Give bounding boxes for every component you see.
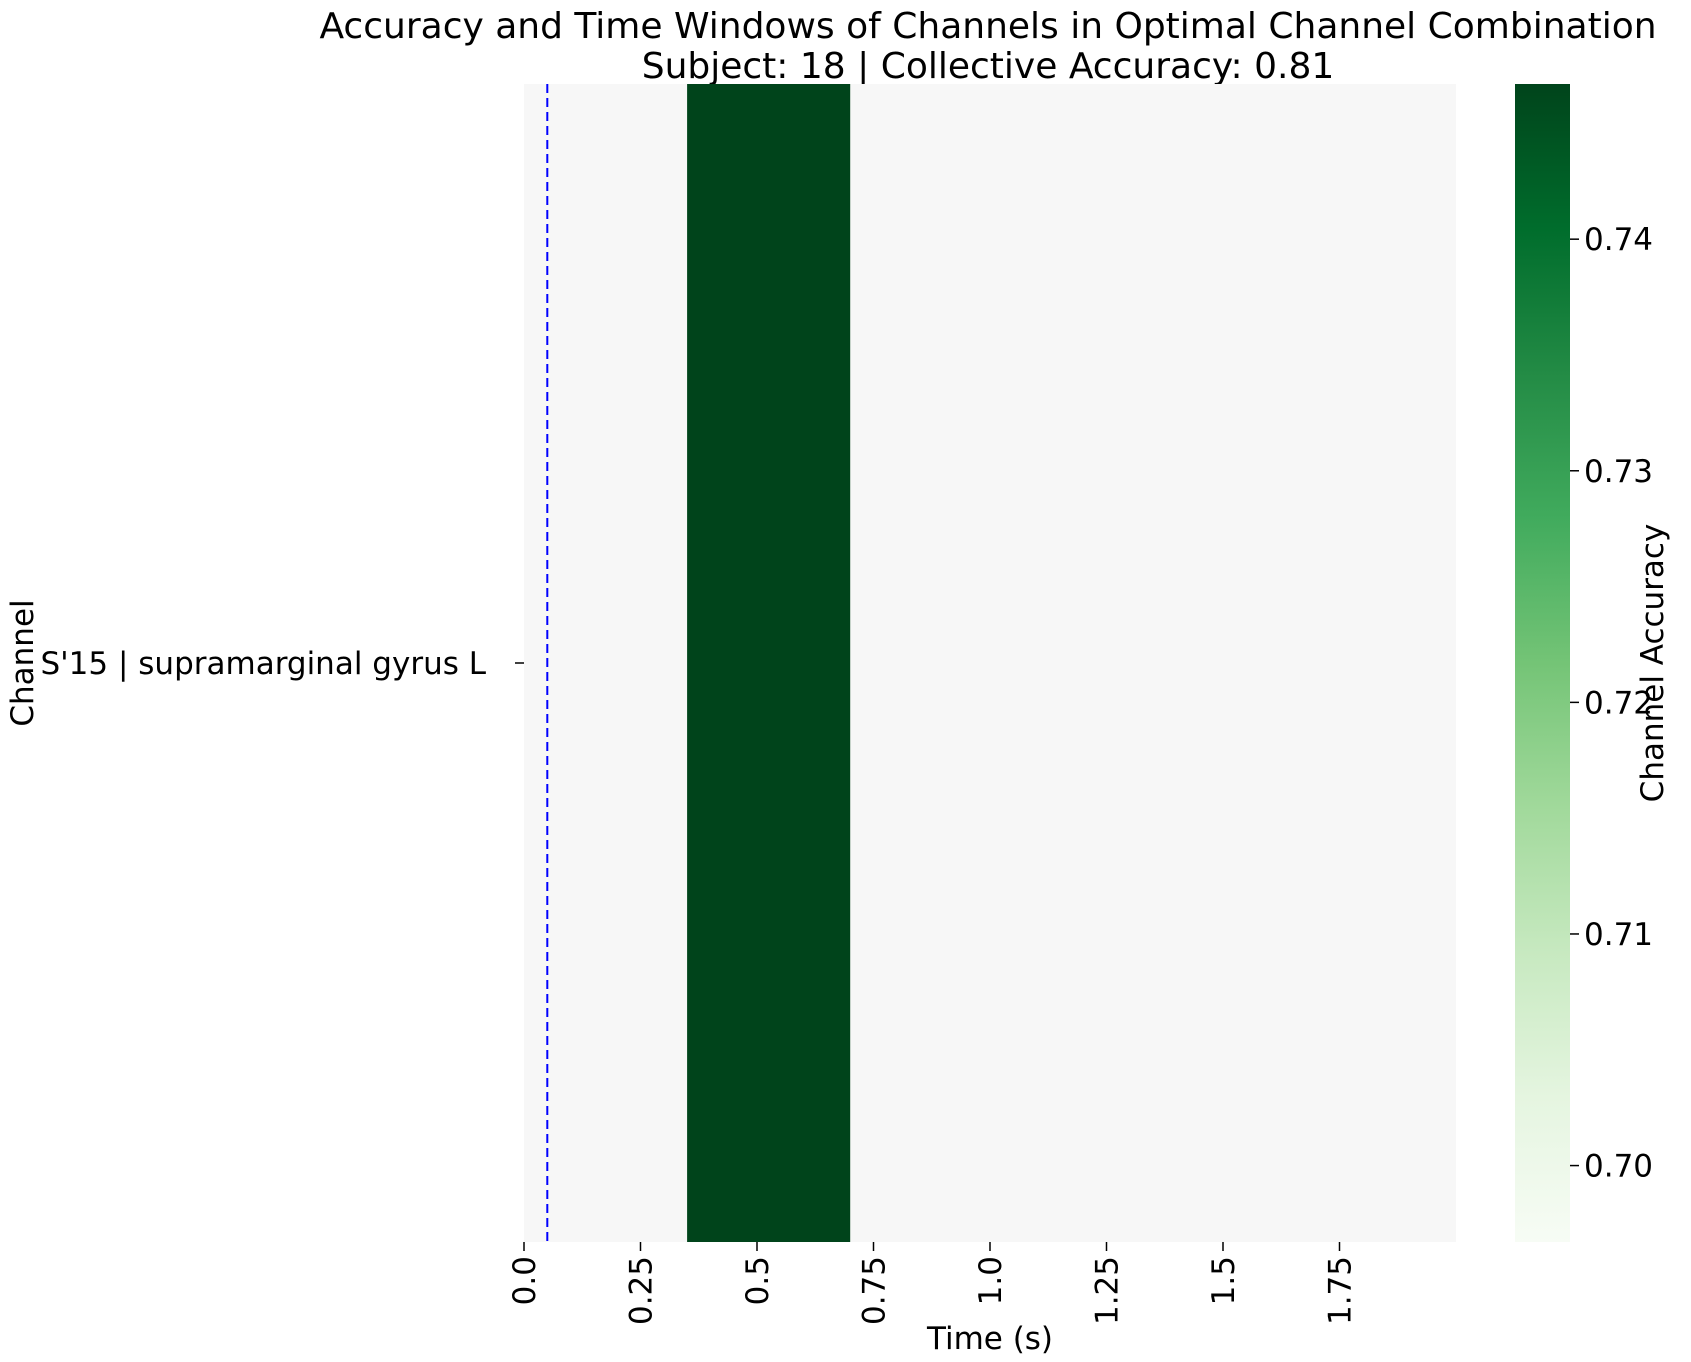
x-axis-label: Time (s): [926, 1321, 1053, 1357]
y-axis-label: Channel: [5, 599, 41, 726]
x-tick-label: 1.75: [1323, 1256, 1359, 1325]
colorbar-label: Channel Accuracy: [1635, 524, 1671, 803]
x-tick-label: 1.5: [1206, 1256, 1242, 1305]
y-tick-label: S'15 | supramarginal gyrus L: [40, 646, 486, 682]
colorbar-tick-label: 0.72: [1584, 685, 1653, 721]
chart-title: Accuracy and Time Windows of Channels in…: [319, 6, 1656, 47]
x-axis-ticks: 0.0 0.25 0.5 0.75 1.0 1.25 1.5 1.75: [507, 1242, 1359, 1325]
heatmap-background: [524, 84, 1456, 1242]
chart-subtitle: Subject: 18 | Collective Accuracy: 0.81: [642, 46, 1335, 87]
x-tick-label: 0.25: [624, 1256, 660, 1325]
x-tick-label: 0.5: [740, 1256, 776, 1305]
y-axis-ticks: S'15 | supramarginal gyrus L: [40, 646, 524, 682]
colorbar-ticks: 0.70 0.71 0.72 0.73 0.74: [1570, 222, 1653, 1185]
x-tick-label: 0.0: [507, 1256, 543, 1305]
colorbar-tick-label: 0.74: [1584, 222, 1653, 258]
colorbar-tick-label: 0.71: [1584, 917, 1653, 953]
x-tick-label: 1.25: [1090, 1256, 1126, 1325]
colorbar-tick-label: 0.73: [1584, 454, 1653, 490]
colorbar-tick-label: 0.70: [1584, 1149, 1653, 1185]
colorbar: [1515, 84, 1570, 1242]
heatmap-cell: [687, 84, 851, 1242]
x-tick-label: 1.0: [973, 1256, 1009, 1305]
x-tick-label: 0.75: [857, 1256, 893, 1325]
heatmap-cells: [687, 84, 851, 1242]
